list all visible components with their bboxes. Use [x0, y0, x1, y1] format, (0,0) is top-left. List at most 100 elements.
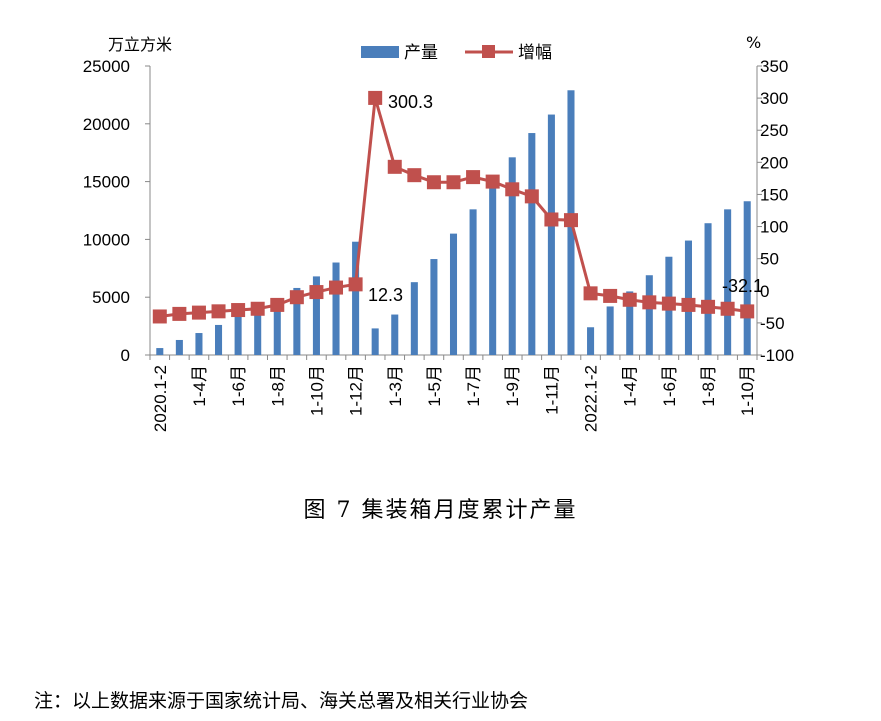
line-series	[152, 90, 755, 324]
right-axis-tick-label: -50	[760, 314, 785, 333]
growth-point	[583, 286, 598, 301]
growth-point	[387, 159, 402, 174]
growth-point	[622, 292, 637, 307]
growth-point	[720, 301, 735, 316]
production-bar	[371, 328, 379, 355]
right-axis-tick-label: -100	[760, 346, 794, 365]
growth-point	[231, 303, 246, 318]
source-note: 注：以上数据来源于国家统计局、海关总署及相关行业协会	[34, 690, 529, 712]
left-axis-tick-label: 25000	[83, 57, 130, 76]
growth-point	[289, 290, 304, 305]
tick-labels: 0 5000 10000 15000 20000 25000 -100 -50 0 50 100 15…	[83, 57, 794, 432]
right-axis-tick-label: 0	[760, 282, 769, 301]
growth-point	[191, 305, 206, 320]
x-axis-tick-label: 1-5月	[425, 365, 444, 407]
production-bar	[606, 306, 614, 355]
growth-point	[485, 174, 500, 189]
production-bar	[195, 333, 203, 355]
growth-point	[211, 304, 226, 319]
growth-point	[172, 306, 187, 321]
growth-point	[329, 280, 344, 295]
growth-point	[681, 297, 696, 312]
x-axis-tick-label: 1-8月	[699, 365, 718, 407]
left-axis-tick-label: 5000	[92, 288, 130, 307]
production-bar	[352, 241, 360, 355]
growth-point	[426, 175, 441, 190]
x-axis-tick-label: 1-12月	[347, 365, 366, 416]
production-bar	[587, 327, 595, 355]
production-bar	[312, 276, 320, 355]
production-bar	[254, 308, 262, 355]
right-axis-tick-label: 300	[760, 89, 788, 108]
production-bar	[156, 348, 164, 355]
annotation-300-3: 300.3	[388, 92, 433, 112]
production-bar	[332, 262, 340, 355]
right-axis-tick-label: 100	[760, 218, 788, 237]
x-axis-tick-label: 1-3月	[386, 365, 405, 407]
growth-point	[270, 297, 285, 312]
left-axis-tick-label: 0	[121, 346, 130, 365]
production-bar	[547, 114, 555, 355]
annotation-minus-32-1: -32.1	[722, 276, 763, 296]
production-bar	[626, 291, 634, 355]
x-axis-tick-label: 1-4月	[190, 365, 209, 407]
left-axis-tick-label: 20000	[83, 115, 130, 134]
x-axis-tick-label: 1-8月	[268, 365, 287, 407]
right-axis-tick-label: 250	[760, 121, 788, 140]
x-axis-tick-label: 2022.1-2	[582, 365, 601, 432]
x-axis-tick-label: 1-9月	[503, 365, 522, 407]
production-bar	[234, 316, 242, 355]
growth-point	[407, 168, 422, 183]
production-bar	[430, 259, 438, 355]
right-axis-tick-label: 50	[760, 250, 779, 269]
growth-point	[661, 296, 676, 311]
production-bar	[391, 314, 399, 355]
production-bar	[449, 233, 458, 355]
production-bar	[704, 223, 712, 355]
x-axis-tick-label: 1-11月	[542, 365, 561, 415]
production-bar	[215, 324, 223, 355]
production-bar	[684, 240, 692, 355]
legend-label-growth: 增幅	[518, 43, 552, 63]
growth-point	[544, 212, 559, 227]
x-axis-tick-label: 1-10月	[307, 365, 326, 416]
x-axis-tick-label: 1-10月	[738, 365, 757, 416]
growth-point	[309, 285, 324, 300]
production-bar	[528, 133, 536, 355]
growth-point	[466, 170, 481, 185]
growth-point	[505, 182, 520, 197]
production-bar	[175, 339, 183, 355]
x-axis-tick-label: 1-4月	[621, 365, 640, 407]
production-bar	[645, 275, 653, 355]
right-axis-tick-label: 200	[760, 153, 788, 172]
left-axis-tick-label: 10000	[83, 230, 130, 249]
growth-point	[348, 277, 363, 292]
left-unit-label: 万立方米	[108, 35, 172, 54]
growth-point	[368, 90, 383, 105]
growth-point	[642, 295, 657, 310]
chart: 万立方米 % 产量 增幅 0 5000 10000 15000 20000 25000 -1…	[83, 33, 794, 432]
left-axis-tick-label: 15000	[83, 173, 130, 192]
growth-point	[603, 288, 618, 303]
x-axis-tick-label: 1-6月	[660, 365, 679, 407]
legend-line-marker	[482, 45, 495, 58]
legend-label-production: 产量	[404, 43, 438, 63]
growth-point	[446, 175, 461, 190]
production-bar	[743, 201, 751, 355]
x-axis-tick-label: 1-7月	[464, 365, 483, 407]
growth-point	[250, 301, 265, 316]
production-bar	[724, 209, 732, 355]
production-bar	[293, 287, 301, 355]
production-bar	[469, 209, 477, 355]
growth-point	[524, 189, 539, 204]
figure-caption: 图 7 集装箱月度累计产量	[303, 498, 578, 523]
annotation-12-3: 12.3	[368, 285, 403, 305]
legend-bar-swatch	[361, 46, 399, 58]
production-bar	[410, 282, 418, 355]
right-unit-label: %	[746, 33, 761, 52]
growth-point	[152, 309, 167, 324]
growth-point	[701, 299, 716, 314]
production-bar	[508, 157, 516, 355]
x-axis-tick-label: 1-6月	[229, 365, 248, 407]
growth-point	[563, 213, 578, 228]
